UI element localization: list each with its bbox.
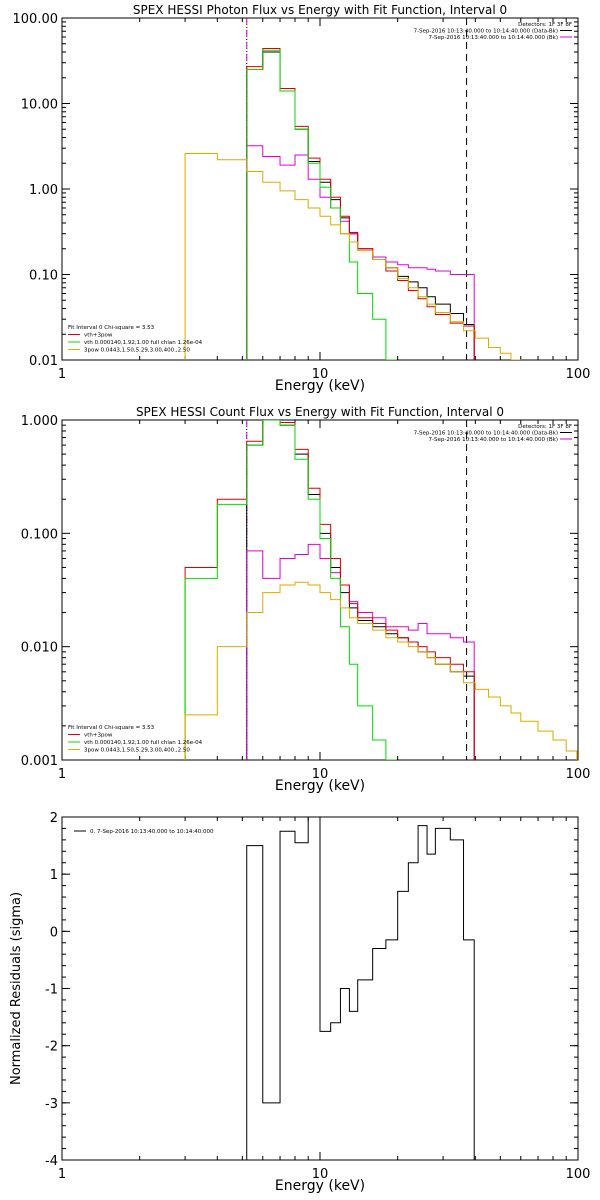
x-tick-label: 1 bbox=[58, 367, 66, 382]
x-tick-label: 10 bbox=[312, 767, 329, 782]
x-tick-label: 1 bbox=[58, 1167, 66, 1182]
series-line-2 bbox=[184, 420, 475, 760]
photon-flux-panel: SPEX HESSI Photon Flux vs Energy with Fi… bbox=[13, 3, 591, 394]
x-tick-label: 10 bbox=[312, 367, 329, 382]
series-line-4 bbox=[184, 153, 532, 360]
legend-entry: 0. 7-Sep-2016 10:13:40.000 to 10:14:40.0… bbox=[90, 829, 214, 835]
y-tick-label: -1 bbox=[45, 983, 58, 998]
legend-top-entry: Detectors: 1F 3F 8F bbox=[518, 22, 572, 28]
legend-bottom-entry: 3pow 0.0443,1.50,5.29,3.00,400.,2.50 bbox=[84, 748, 190, 754]
y-tick-label: -3 bbox=[45, 1097, 58, 1112]
legend-fit-header: Fit Interval 0 Chi-square = 3.53 bbox=[68, 325, 155, 331]
y-tick-label: 1.00 bbox=[29, 183, 58, 198]
x-tick-label: 100 bbox=[566, 1167, 591, 1182]
x-tick-label: 100 bbox=[566, 767, 591, 782]
count-flux-panel: SPEX HESSI Count Flux vs Energy with Fit… bbox=[21, 405, 591, 794]
y-tick-label: 0.10 bbox=[29, 269, 58, 284]
series-line-1 bbox=[246, 543, 475, 760]
series-line-0 bbox=[246, 51, 475, 360]
y-tick-label: 0.100 bbox=[21, 527, 58, 542]
legend-bottom-entry: vth 0.000140,1.92,1.00 full chian 1.26e-… bbox=[84, 340, 203, 346]
series-line-4 bbox=[184, 581, 578, 760]
x-tick-label: 100 bbox=[566, 367, 591, 382]
x-tick-label: 1 bbox=[58, 767, 66, 782]
y-tick-label: -2 bbox=[45, 1040, 58, 1055]
legend-top-entry: 7-Sep-2016 10:13:40.000 to 10:14:40.000 … bbox=[414, 431, 558, 437]
plot-area bbox=[184, 18, 532, 360]
chart-title: SPEX HESSI Count Flux vs Energy with Fit… bbox=[136, 405, 504, 419]
legend-bottom-entry: 3pow 0.0443,1.50,5.29,3.00,400.,2.50 bbox=[84, 348, 190, 354]
x-tick-label: 10 bbox=[312, 1167, 329, 1182]
y-tick-label: -4 bbox=[45, 1154, 58, 1169]
legend-top-entry: 7-Sep-2016 10:13:40.000 to 10:14:40.000 … bbox=[414, 29, 558, 35]
series-line-1 bbox=[246, 145, 475, 360]
legend-bottom-entry: vth+3pow bbox=[84, 733, 113, 739]
y-tick-label: 100.00 bbox=[13, 12, 59, 27]
x-axis-label: Energy (keV) bbox=[275, 1178, 365, 1194]
y-tick-label: 10.00 bbox=[21, 98, 58, 113]
series-line-3 bbox=[184, 420, 397, 760]
y-tick-label: 0.001 bbox=[21, 754, 58, 769]
series-line-3 bbox=[246, 49, 397, 360]
y-tick-label: 1 bbox=[50, 868, 58, 883]
y-tick-label: 1.000 bbox=[21, 414, 58, 429]
legend-bottom-entry: vth+3pow bbox=[84, 333, 113, 339]
y-axis-label: Normalized Residuals (sigma) bbox=[9, 892, 24, 1085]
legend-top-entry: Detectors: 1F 3F 8F bbox=[518, 424, 572, 430]
legend-bottom-entry: vth 0.000140,1.92,1.00 full chian 1.26e-… bbox=[84, 740, 203, 746]
y-tick-label: 0 bbox=[50, 925, 58, 940]
legend-fit-header: Fit Interval 0 Chi-square = 3.53 bbox=[68, 725, 155, 731]
plot-area bbox=[246, 817, 475, 1160]
chart-title: SPEX HESSI Photon Flux vs Energy with Fi… bbox=[133, 3, 507, 17]
legend-top-entry: 7-Sep-2016 10:13:40.000 to 10:14:40.000 … bbox=[429, 437, 559, 443]
y-tick-label: 0.010 bbox=[21, 641, 58, 656]
x-axis-label: Energy (keV) bbox=[275, 778, 365, 794]
series-line-0 bbox=[246, 420, 475, 760]
plot-area bbox=[184, 420, 578, 760]
x-axis-label: Energy (keV) bbox=[275, 378, 365, 394]
series-line-2 bbox=[246, 47, 475, 360]
legend-top-entry: 7-Sep-2016 10:13:40.000 to 10:14:40.000 … bbox=[429, 35, 559, 41]
residuals-panel: Energy (keV) Normalized Residuals (sigma)… bbox=[9, 811, 590, 1194]
series-line-0 bbox=[246, 817, 475, 1160]
y-tick-label: 0.01 bbox=[29, 354, 58, 369]
y-tick-label: 2 bbox=[50, 811, 58, 826]
